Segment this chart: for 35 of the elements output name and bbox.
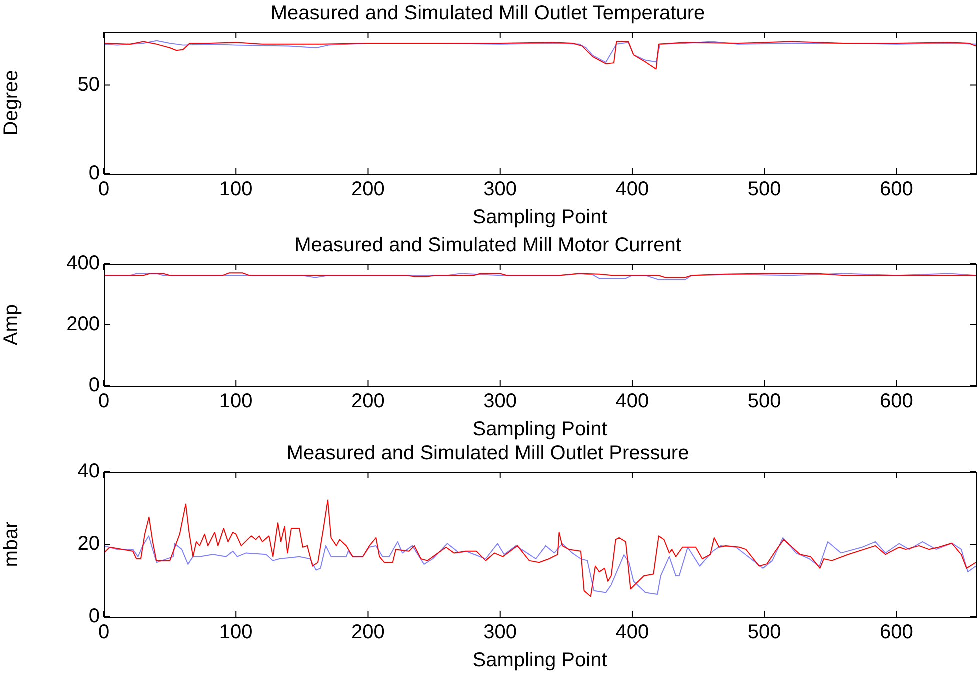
y-tick-label: 0 (88, 606, 100, 628)
x-tick-label: 400 (616, 390, 650, 413)
x-tick-label: 200 (352, 390, 385, 413)
x-tick-label: 400 (616, 622, 650, 644)
y-tick-label: 0 (88, 162, 100, 185)
y-axis-title: Degree (0, 70, 23, 136)
chart-title: Measured and Simulated Mill Motor Current (294, 234, 682, 257)
x-tick-label: 500 (748, 178, 782, 201)
x-axis-title: Sampling Point (472, 418, 608, 441)
y-tick-label: 50 (78, 74, 100, 96)
y-tick-label: 40 (78, 460, 100, 483)
x-axis-title: Sampling Point (472, 206, 608, 229)
x-tick-label: 200 (352, 622, 385, 644)
chart-title: Measured and Simulated Mill Outlet Pressure (286, 442, 690, 465)
x-tick-label: 500 (748, 390, 782, 413)
x-axis-title: Sampling Point (472, 650, 608, 672)
x-tick-label: 600 (880, 390, 914, 413)
x-tick-label: 600 (880, 622, 914, 644)
y-axis-title: mbar (0, 521, 23, 568)
y-tick-label: 0 (88, 374, 100, 397)
x-tick-label: 100 (219, 390, 253, 413)
x-tick-label: 300 (484, 178, 518, 201)
x-tick-label: 300 (484, 622, 518, 644)
x-tick-label: 100 (219, 622, 253, 644)
y-tick-label: 20 (78, 533, 100, 556)
y-axis-title: Amp (0, 304, 23, 346)
x-tick-label: 500 (748, 622, 782, 644)
x-tick-label: 300 (484, 390, 518, 413)
chart-title: Measured and Simulated Mill Outlet Temperature (270, 2, 706, 25)
x-tick-label: 200 (352, 178, 385, 201)
y-tick-label: 200 (66, 314, 100, 336)
y-tick-label: 400 (66, 252, 100, 275)
x-tick-label: 400 (616, 178, 650, 201)
x-tick-label: 600 (880, 178, 914, 201)
x-tick-label: 100 (219, 178, 253, 201)
